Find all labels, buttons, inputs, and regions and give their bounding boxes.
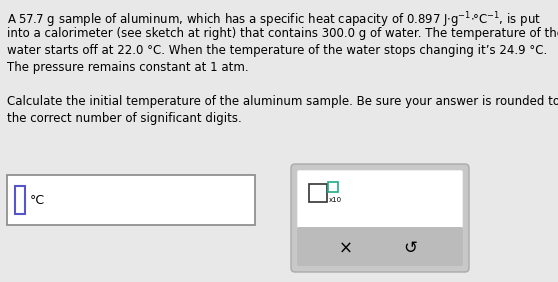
Bar xyxy=(7,175,255,225)
Text: ↺: ↺ xyxy=(403,239,417,257)
Text: into a calorimeter (see sketch at right) that contains 300.0 g of water. The tem: into a calorimeter (see sketch at right)… xyxy=(7,27,558,40)
Text: A 57.7 g sample of aluminum, which has a specific heat capacity of 0.897 J$\cdot: A 57.7 g sample of aluminum, which has a… xyxy=(7,10,541,30)
Bar xyxy=(15,186,25,214)
Text: the correct number of significant digits.: the correct number of significant digits… xyxy=(7,112,242,125)
Text: x10: x10 xyxy=(329,197,342,203)
Bar xyxy=(328,182,338,192)
Bar xyxy=(309,184,327,202)
Text: water starts off at 22.0 °C. When the temperature of the water stops changing it: water starts off at 22.0 °C. When the te… xyxy=(7,44,547,57)
FancyBboxPatch shape xyxy=(297,170,463,229)
Text: Calculate the initial temperature of the aluminum sample. Be sure your answer is: Calculate the initial temperature of the… xyxy=(7,95,558,108)
Text: The pressure remains constant at 1 atm.: The pressure remains constant at 1 atm. xyxy=(7,61,249,74)
Text: ×: × xyxy=(339,239,353,257)
Text: °C: °C xyxy=(30,193,45,206)
FancyBboxPatch shape xyxy=(297,227,463,266)
FancyBboxPatch shape xyxy=(291,164,469,272)
